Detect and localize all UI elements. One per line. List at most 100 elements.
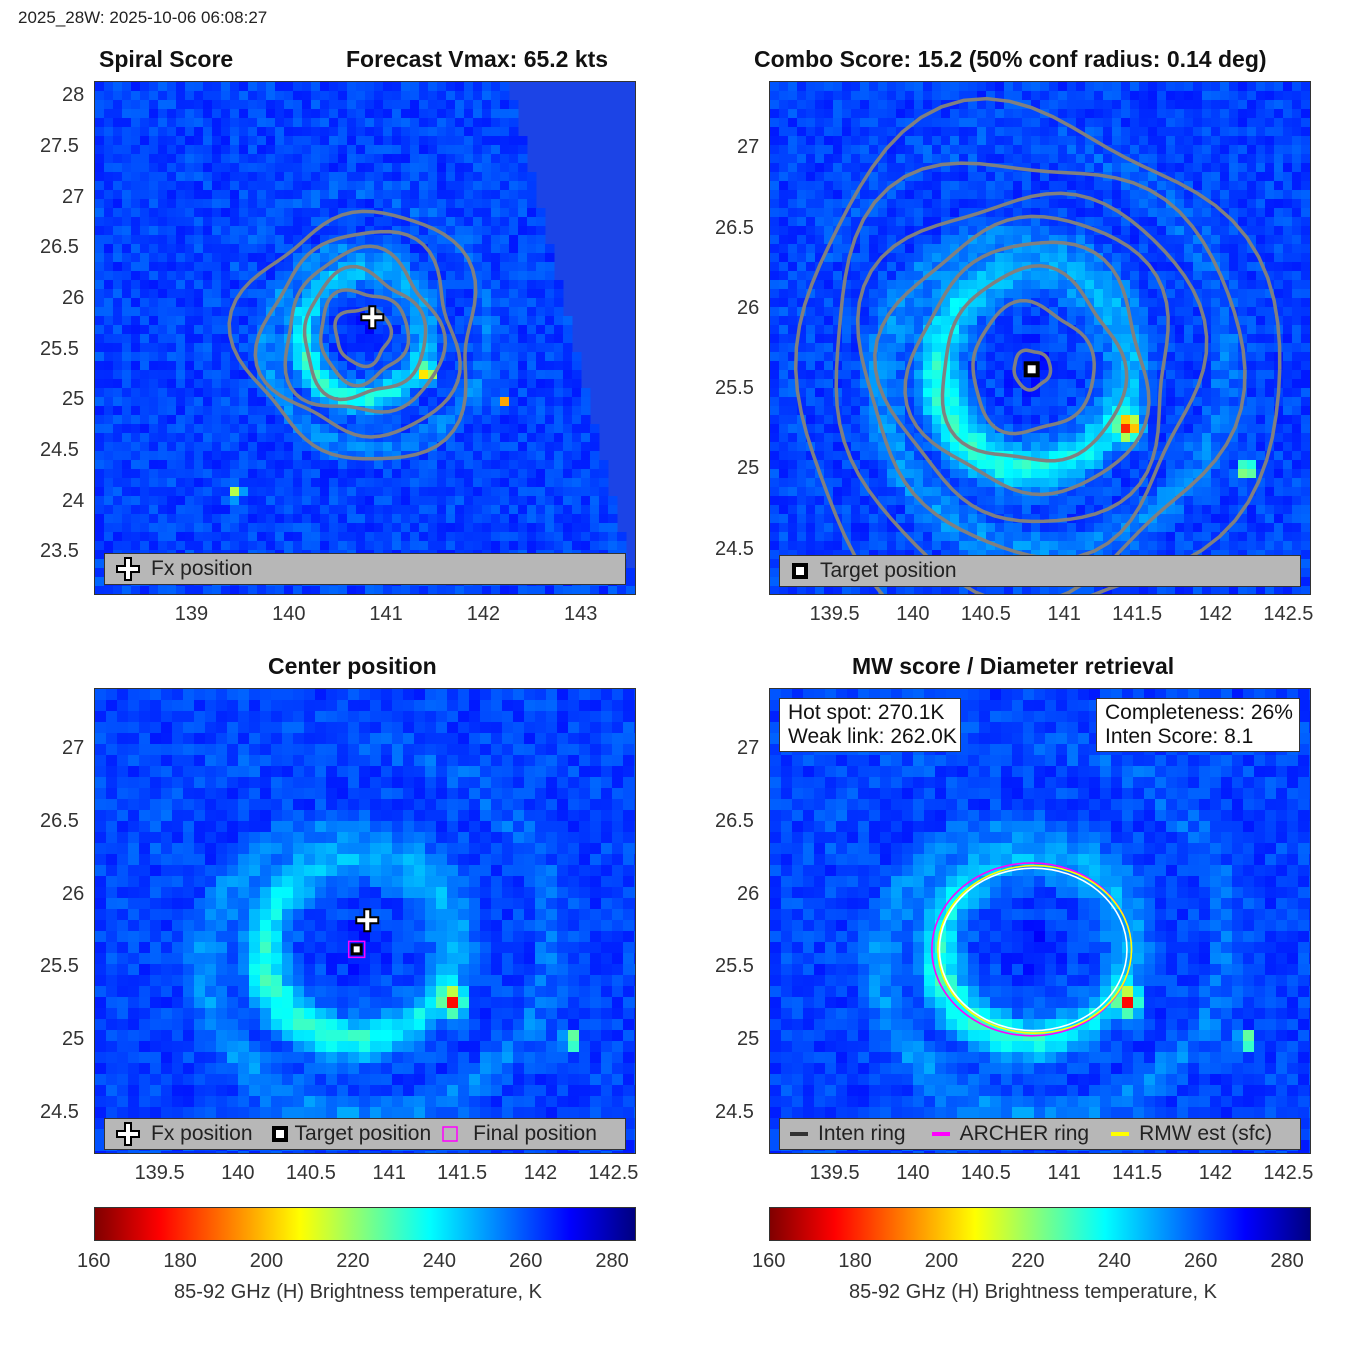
heatmap-cell: [131, 325, 141, 335]
heatmap-cell: [779, 217, 789, 227]
heatmap-cell: [464, 208, 474, 218]
heatmap-cell: [923, 226, 933, 236]
heatmap-cell: [401, 496, 411, 506]
heatmap-cell: [428, 586, 438, 594]
contour-line: [333, 306, 394, 369]
heatmap-cell: [257, 379, 267, 389]
heatmap-cell: [383, 163, 393, 173]
heatmap-cell: [329, 127, 339, 137]
heatmap-cell: [1022, 199, 1032, 209]
heatmap-cell: [824, 226, 834, 236]
heatmap-cell: [554, 397, 564, 407]
heatmap-cell: [941, 271, 951, 281]
heatmap-cell: [842, 334, 852, 344]
heatmap-cell: [176, 172, 186, 182]
heatmap-cell: [572, 379, 582, 389]
heatmap-cell: [1094, 208, 1104, 218]
heatmap-cell: [545, 406, 555, 416]
heatmap-cell: [257, 334, 267, 344]
heatmap-cell: [1058, 136, 1068, 146]
heatmap-cell: [545, 334, 555, 344]
heatmap-cell: [257, 388, 267, 398]
heatmap-cell: [338, 244, 348, 254]
heatmap-cell: [1283, 181, 1293, 191]
heatmap-cell: [491, 91, 501, 101]
heatmap-cell: [482, 370, 492, 380]
heatmap-cell: [347, 118, 357, 128]
heatmap-cell: [140, 217, 150, 227]
heatmap-cell: [1229, 352, 1239, 362]
heatmap-cell: [320, 100, 330, 110]
heatmap-cell: [500, 388, 510, 398]
heatmap-cell: [302, 325, 312, 335]
heatmap-cell: [491, 406, 501, 416]
heatmap-cell: [203, 424, 213, 434]
heatmap-cell: [329, 298, 339, 308]
heatmap-cell: [977, 172, 987, 182]
heatmap-cell: [1229, 208, 1239, 218]
heatmap-cell: [527, 496, 537, 506]
heatmap-cell: [509, 442, 519, 452]
heatmap-cell: [338, 298, 348, 308]
heatmap-cell: [221, 541, 231, 551]
heatmap-cell: [311, 118, 321, 128]
heatmap-cell: [581, 415, 591, 425]
heatmap-cell: [248, 136, 258, 146]
heatmap-cell: [302, 523, 312, 533]
heatmap-cell: [977, 154, 987, 164]
heatmap-cell: [1220, 343, 1230, 353]
heatmap-cell: [221, 352, 231, 362]
heatmap-cell: [770, 199, 780, 209]
heatmap-cell: [122, 181, 132, 191]
heatmap-cell: [437, 514, 447, 524]
heatmap-cell: [1013, 109, 1023, 119]
heatmap-cell: [338, 415, 348, 425]
heatmap-cell: [239, 244, 249, 254]
heatmap-cell: [563, 424, 573, 434]
heatmap-cell: [977, 136, 987, 146]
heatmap-cell: [185, 253, 195, 263]
heatmap-cell: [1022, 325, 1032, 335]
heatmap-cell: [995, 271, 1005, 281]
heatmap-cell: [338, 154, 348, 164]
heatmap-cell: [383, 334, 393, 344]
heatmap-cell: [239, 226, 249, 236]
heatmap-cell: [419, 217, 429, 227]
heatmap-cell: [383, 172, 393, 182]
heatmap-cell: [1094, 145, 1104, 155]
heatmap-cell: [986, 289, 996, 299]
heatmap-cell: [1292, 136, 1302, 146]
heatmap-cell: [167, 487, 177, 497]
heatmap-cell: [545, 343, 555, 353]
heatmap-cell: [950, 82, 960, 92]
heatmap-cell: [815, 370, 825, 380]
heatmap-cell: [518, 316, 528, 326]
heatmap-cell: [833, 289, 843, 299]
heatmap-cell: [248, 388, 258, 398]
heatmap-cell: [158, 424, 168, 434]
heatmap-cell: [518, 217, 528, 227]
heatmap-cell: [770, 118, 780, 128]
heatmap-cell: [572, 361, 582, 371]
heatmap-cell: [491, 136, 501, 146]
heatmap-cell: [122, 379, 132, 389]
heatmap-cell: [167, 226, 177, 236]
heatmap-cell: [167, 109, 177, 119]
heatmap-cell: [1049, 136, 1059, 146]
heatmap-cell: [248, 478, 258, 488]
heatmap-cell: [104, 523, 114, 533]
heatmap-cell: [401, 307, 411, 317]
heatmap-cell: [203, 199, 213, 209]
heatmap-cell: [455, 118, 465, 128]
heatmap-cell: [410, 334, 420, 344]
heatmap-cell: [806, 334, 816, 344]
heatmap-cell: [158, 91, 168, 101]
heatmap-cell: [554, 370, 564, 380]
heatmap-cell: [572, 532, 582, 542]
heatmap-cell: [203, 100, 213, 110]
heatmap-cell: [410, 226, 420, 236]
heatmap-cell: [149, 532, 159, 542]
heatmap-cell: [248, 298, 258, 308]
heatmap-cell: [491, 469, 501, 479]
heatmap-cell: [878, 244, 888, 254]
